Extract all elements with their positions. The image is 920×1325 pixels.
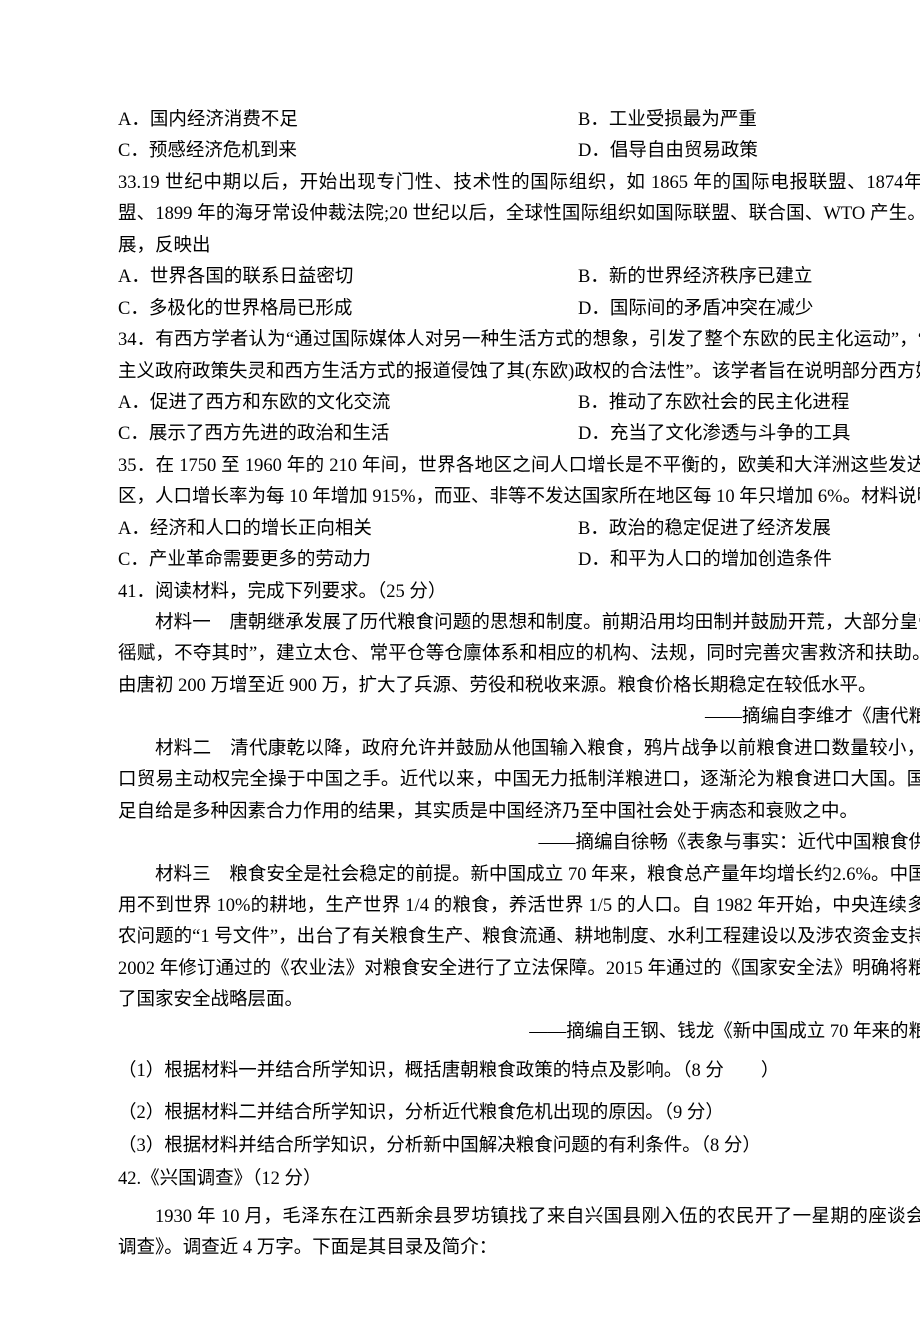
q42-paragraph-1: 1930 年 10 月，毛泽东在江西新余县罗坊镇找了来自兴国县刚入伍的农民开了一… (118, 1202, 920, 1265)
q32-option-c[interactable]: C．预感经济危机到来 (118, 136, 578, 167)
q34-option-d[interactable]: D．充当了文化渗透与斗争的工具 (578, 419, 920, 450)
q41-citation-1: ——摘编自李维才《唐代粮食问题研究》 (118, 702, 920, 733)
q41-citation-2: ——摘编自徐畅《表象与事实：近代中国粮食供求平衡研究》 (118, 828, 920, 859)
q34-option-b[interactable]: B．推动了东欧社会的民主化进程 (578, 388, 920, 419)
q33-option-b[interactable]: B．新的世界经济秩序已建立 (578, 262, 920, 293)
q35-stem: 35．在 1750 至 1960 年的 210 年间，世界各地区之间人口增长是不… (118, 451, 920, 514)
q41-heading: 41．阅读材料，完成下列要求。（25 分） (118, 577, 920, 608)
q41-material-3: 材料三 粮食安全是社会稳定的前提。新中国成立 70 年来，粮食总产量年均增长约2… (118, 860, 920, 1017)
q34-stem: 34．有西方学者认为“通过国际媒体人对另一种生活方式的想象，引发了整个东欧的民主… (118, 325, 920, 388)
q41-citation-3: ——摘编自王钢、钱龙《新中国成立 70 年来的粮食安全战略》 (118, 1017, 920, 1048)
q34-option-c[interactable]: C．展示了西方先进的政治和生活 (118, 419, 578, 450)
q32-option-a[interactable]: A．国内经济消费不足 (118, 105, 578, 136)
q42-heading: 42.《兴国调查》（12 分） (118, 1164, 920, 1195)
q32-option-b[interactable]: B．工业受损最为严重 (578, 105, 920, 136)
q33-option-c[interactable]: C．多极化的世界格局已形成 (118, 294, 578, 325)
q41-sub-3: （3）根据材料并结合所学知识，分析新中国解决粮食问题的有利条件。（8 分） (118, 1131, 920, 1162)
q35-option-b[interactable]: B．政治的稳定促进了经济发展 (578, 514, 920, 545)
q33-stem: 33.19 世纪中期以后，开始出现专门性、技术性的国际组织，如 1865 年的国… (118, 168, 920, 262)
q33-option-a[interactable]: A．世界各国的联系日益密切 (118, 262, 578, 293)
q41-material-1: 材料一 唐朝继承发展了历代粮食问题的思想和制度。前期沿用均田制并鼓励开荒，大部分… (118, 608, 920, 702)
q41-sub-1: （1）根据材料一并结合所学知识，概括唐朝粮食政策的特点及影响。（8 分 ） (118, 1056, 920, 1087)
q34-option-a[interactable]: A．促进了西方和东欧的文化交流 (118, 388, 578, 419)
q33-option-d[interactable]: D．国际间的矛盾冲突在减少 (578, 294, 920, 325)
q35-option-a[interactable]: A．经济和人口的增长正向相关 (118, 514, 578, 545)
q32-option-d[interactable]: D．倡导自由贸易政策 (578, 136, 920, 167)
q41-material-2: 材料二 清代康乾以降，政府允许并鼓励从他国输入粮食，鸦片战争以前粮食进口数量较小… (118, 734, 920, 828)
q35-option-c[interactable]: C．产业革命需要更多的劳动力 (118, 545, 578, 576)
q35-option-d[interactable]: D．和平为人口的增加创造条件 (578, 545, 920, 576)
q41-sub-2: （2）根据材料二并结合所学知识，分析近代粮食危机出现的原因。（9 分） (118, 1098, 920, 1129)
